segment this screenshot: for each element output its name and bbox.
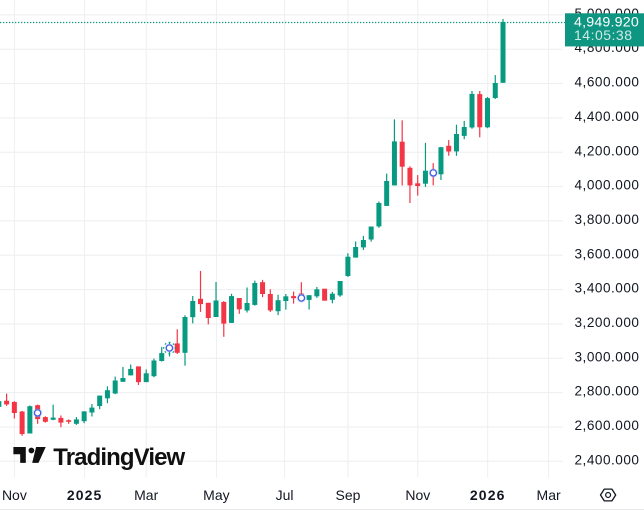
svg-text:2025: 2025	[67, 487, 103, 503]
svg-text:4,600.000: 4,600.000	[575, 75, 640, 90]
svg-text:Nov: Nov	[405, 487, 430, 503]
svg-text:4,000.000: 4,000.000	[575, 178, 640, 193]
svg-text:May: May	[203, 487, 229, 503]
svg-text:2,400.000: 2,400.000	[575, 452, 640, 467]
svg-text:TradingView: TradingView	[53, 444, 185, 471]
svg-text:3,800.000: 3,800.000	[575, 212, 640, 227]
svg-text:2,600.000: 2,600.000	[575, 418, 640, 433]
svg-text:Mar: Mar	[537, 487, 561, 503]
svg-text:4,949.920: 4,949.920	[574, 15, 639, 31]
svg-text:3,600.000: 3,600.000	[575, 246, 640, 261]
svg-text:14:05:38: 14:05:38	[574, 27, 633, 43]
svg-text:2026: 2026	[470, 487, 506, 503]
svg-text:3,200.000: 3,200.000	[575, 315, 640, 330]
svg-text:3,400.000: 3,400.000	[575, 281, 640, 296]
svg-text:Nov: Nov	[2, 487, 27, 503]
svg-text:Jul: Jul	[276, 487, 294, 503]
svg-text:3,000.000: 3,000.000	[575, 349, 640, 364]
svg-text:4,400.000: 4,400.000	[575, 109, 640, 124]
svg-text:4,200.000: 4,200.000	[575, 143, 640, 158]
svg-text:2,800.000: 2,800.000	[575, 384, 640, 399]
svg-text:Sep: Sep	[336, 487, 361, 503]
svg-text:Mar: Mar	[134, 487, 158, 503]
